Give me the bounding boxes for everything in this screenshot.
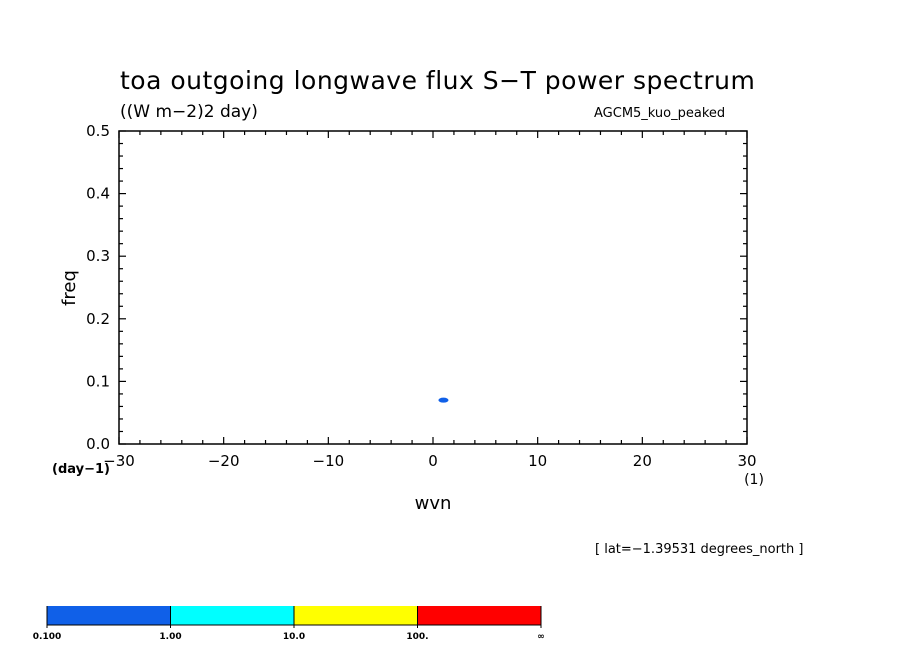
x-tick-label: −10 — [313, 452, 345, 470]
colorbar-swatch-2 — [294, 606, 418, 625]
x-tick-label: 30 — [737, 452, 756, 470]
model-label: AGCM5_kuo_peaked — [594, 106, 726, 121]
colorbar-swatch-3 — [417, 606, 541, 625]
colorbar-label: ∞ — [537, 632, 545, 642]
x-tick-label: −20 — [208, 452, 240, 470]
colorbar-label: 0.100 — [33, 632, 61, 642]
latitude-annotation: [ lat=−1.39531 degrees_north ] — [595, 542, 804, 557]
y-tick-label: 0.5 — [86, 122, 110, 140]
y-tick-label: 0.3 — [86, 247, 110, 265]
x-tick-label: 0 — [428, 452, 438, 470]
spectral-feature-0 — [438, 397, 449, 403]
plot-frame — [118, 130, 748, 445]
colorbar-swatch-1 — [170, 606, 294, 625]
colorbar-label: 10.0 — [283, 632, 305, 642]
colorbar-label: 1.00 — [159, 632, 181, 642]
x-axis-title: wvn — [415, 493, 452, 514]
title: toa outgoing longwave flux S−T power spe… — [120, 66, 756, 95]
x-tick-label: 10 — [528, 452, 547, 470]
y-tick-label: 0.2 — [86, 310, 110, 328]
colorbar-swatch-0 — [47, 606, 171, 625]
y-units-label: (day−1) — [52, 462, 110, 477]
colorbar-label: 100. — [406, 632, 428, 642]
y-tick-label: 0.4 — [86, 185, 110, 203]
x-tick-label: 20 — [633, 452, 652, 470]
units-label: ((W m−2)2 day) — [120, 102, 258, 122]
x-tick-label: −30 — [103, 452, 135, 470]
y-tick-label: 0.1 — [86, 372, 110, 390]
x-units-label: (1) — [744, 472, 764, 488]
y-tick-label: 0.0 — [86, 435, 110, 453]
y-axis-title: freq — [59, 270, 80, 306]
